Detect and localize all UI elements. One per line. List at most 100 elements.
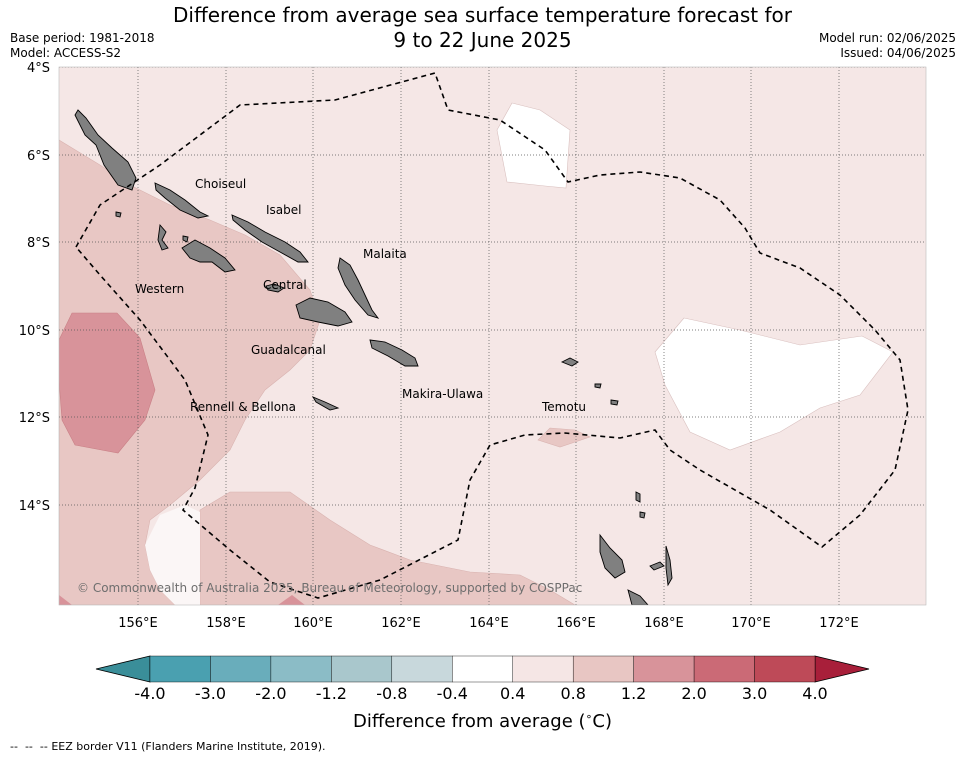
colorbar-cell [391, 655, 453, 683]
province-label-temotu: Temotu [541, 400, 586, 414]
island-isabel [231, 214, 309, 263]
graticule [59, 67, 926, 605]
colorbar-tick-label: 2.0 [681, 684, 706, 703]
ssta-region-neutral-east [654, 317, 894, 451]
island-espiritu-santo [599, 533, 626, 579]
island-new-georgia [181, 239, 236, 273]
colorbar-cells [149, 655, 816, 683]
island-maewo [665, 545, 673, 587]
eez-border [75, 72, 909, 599]
colorbar-title: Difference from average (∘C) [352, 710, 613, 732]
chart-title: Difference from average sea surface temp… [0, 3, 965, 53]
eez-legend-label: -- EEZ border V11 (Flanders Marine Insti… [39, 740, 326, 753]
model-run-label: Model run: 02/06/2025 [818, 31, 956, 45]
colorbar-tick-label: 3.0 [742, 684, 767, 703]
colorbar: -4.0 -3.0 -2.0 -1.2 -0.8 -0.4 0.4 0.8 1.2 2.0 3.0 4… [95, 655, 870, 703]
colorbar-cell [512, 655, 574, 683]
island-santa-cruz [560, 357, 579, 367]
longitude-labels: 156°E 158°E 160°E 162°E 164°E 166°E 168°… [118, 616, 859, 631]
colorbar-tick-label: 4.0 [802, 684, 827, 703]
map-frame [58, 66, 927, 606]
lon-label: 168°E [644, 616, 684, 631]
colorbar-tick-label: 0.4 [500, 684, 525, 703]
island-malaita [337, 257, 380, 319]
lon-label: 162°E [381, 616, 421, 631]
ssta-region-0-8-1-2-small [537, 427, 591, 448]
island-small-1 [115, 211, 122, 218]
colorbar-over-arrow [814, 655, 870, 683]
island-small-3 [639, 511, 646, 519]
colorbar-tick-label: 1.2 [621, 684, 646, 703]
lat-label: 10°S [19, 324, 50, 339]
lat-label: 12°S [19, 411, 50, 426]
province-label-malaita: Malaita [363, 247, 407, 261]
colorbar-tick-label: -4.0 [134, 684, 165, 703]
colorbar-tick-label: -0.8 [376, 684, 407, 703]
province-label-guadalcanal: Guadalcanal [251, 343, 326, 357]
lon-label: 172°E [819, 616, 859, 631]
ssta-region-1-2-2-0 [59, 312, 156, 454]
island-bougainville [74, 109, 137, 191]
province-label-makira-ulawa: Makira-Ulawa [402, 387, 483, 401]
island-central [265, 283, 285, 293]
ssta-region-0-8-1-2-south [199, 491, 576, 605]
issued-label: Issued: 04/06/2025 [840, 46, 956, 60]
ssta-region-1-2-2-0-b [59, 595, 72, 605]
title-line-2: 9 to 22 June 2025 [393, 28, 572, 52]
eez-legend-dashes: -- [24, 740, 33, 753]
colorbar-cell [331, 655, 393, 683]
colorbar-cell [633, 655, 695, 683]
colorbar-tick-label: -0.4 [437, 684, 468, 703]
province-label-central: Central [263, 278, 307, 292]
province-label-rennell-bellona: Rennell & Bellona [190, 400, 296, 414]
meta-right: Model run: 02/06/2025 Issued: 04/06/2025 [819, 31, 956, 61]
island-guadalcanal [295, 297, 353, 327]
province-label-isabel: Isabel [266, 203, 301, 217]
island-vanikoro [610, 399, 619, 406]
island-ambae [649, 561, 665, 571]
island-rennell [311, 396, 340, 411]
lon-label: 170°E [731, 616, 771, 631]
base-period-label: Base period: 1981-2018 [10, 31, 155, 45]
copyright-notice: © Commonwealth of Australia 2025, Bureau… [77, 581, 582, 595]
lat-label: 8°S [27, 236, 50, 251]
island-makira [369, 339, 419, 367]
colorbar-cell [210, 655, 272, 683]
island-utupua [594, 383, 602, 389]
model-label: Model: ACCESS-S2 [10, 46, 122, 60]
colorbar-ticks: -4.0 -3.0 -2.0 -1.2 -0.8 -0.4 0.4 0.8 1.2 2.0 3.0 4… [134, 684, 827, 703]
island-choiseul [154, 182, 210, 219]
province-label-western: Western [135, 282, 184, 296]
ssta-region-1-2-2-0-c [278, 595, 305, 605]
province-labels: Choiseul Isabel Malaita Western Central … [135, 177, 586, 414]
title-line-1: Difference from average sea surface temp… [172, 3, 792, 27]
lat-label: 6°S [27, 149, 50, 164]
colorbar-cell [452, 655, 513, 683]
colorbar-cell [693, 655, 755, 683]
colorbar-cell [572, 655, 634, 683]
lon-label: 164°E [469, 616, 509, 631]
lon-label: 156°E [118, 616, 158, 631]
map-area [59, 67, 926, 605]
island-malekula [627, 589, 649, 605]
island-torres [635, 491, 641, 503]
lat-label: 14°S [19, 499, 50, 514]
colorbar-tick-label: -3.0 [195, 684, 226, 703]
ssta-region-neutral-south [145, 505, 200, 605]
land-solomon-islands [74, 109, 673, 605]
meta-left: Base period: 1981-2018 Model: ACCESS-S2 [10, 31, 155, 61]
eez-legend-dashes: -- [10, 740, 18, 753]
colorbar-cell [270, 655, 332, 683]
eez-legend: -- -- -- EEZ border V11 (Flanders Marine… [10, 740, 326, 753]
latitude-labels: 4°S 6°S 8°S 10°S 12°S 14°S [19, 61, 50, 514]
lat-label: 4°S [27, 61, 50, 76]
colorbar-tick-label: -2.0 [255, 684, 286, 703]
lon-label: 160°E [293, 616, 333, 631]
lon-label: 158°E [206, 616, 246, 631]
island-vella [157, 223, 169, 251]
colorbar-under-arrow [95, 655, 151, 683]
lon-label: 166°E [556, 616, 596, 631]
colorbar-tick-label: 0.8 [560, 684, 585, 703]
colorbar-cell [149, 655, 211, 683]
